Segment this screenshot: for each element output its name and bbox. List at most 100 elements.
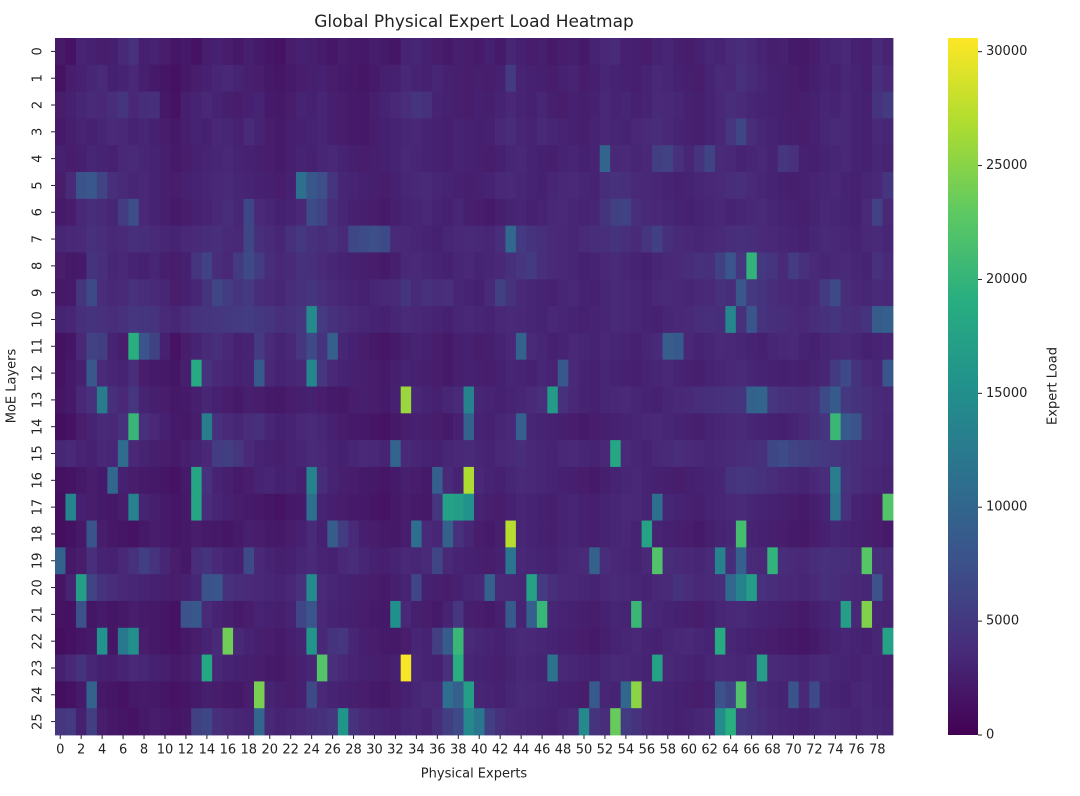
heatmap-cell [515,306,527,334]
y-axis-label: MoE Layers [5,349,20,424]
heatmap-cell [819,627,831,655]
heatmap-cell [285,332,297,361]
heatmap-cell [411,574,423,602]
heatmap-cell [683,332,695,361]
heatmap-cell [453,493,464,521]
heatmap-cell [861,252,873,280]
heatmap-cell [578,38,590,66]
heatmap-cell [840,198,852,227]
heatmap-cell [526,466,538,495]
heatmap-cell [55,306,66,334]
heatmap-cell [494,145,506,173]
heatmap-cell [463,332,475,361]
heatmap-cell [662,38,674,66]
heatmap-cell [75,225,87,253]
heatmap-cell [704,38,716,66]
heatmap-cell [547,681,559,709]
heatmap-cell [809,708,821,736]
heatmap-cell [494,520,506,548]
heatmap-cell [432,520,443,548]
heatmap-cell [819,386,831,414]
heatmap-cell [515,172,527,200]
heatmap-cell [819,600,831,629]
heatmap-cell [557,547,569,575]
heatmap-cell [306,386,318,414]
heatmap-cell [442,64,454,93]
heatmap-cell [337,252,349,280]
heatmap-cell [484,252,496,280]
heatmap-cell [735,118,747,146]
heatmap-cell [337,413,349,441]
heatmap-cell [86,493,98,521]
heatmap-cell [515,332,527,361]
heatmap-cell [767,91,779,119]
heatmap-cell [515,386,527,414]
heatmap-cell [233,91,244,119]
heatmap-cell [851,306,862,334]
heatmap-cell [526,708,538,736]
heatmap-cell [274,493,286,521]
heatmap-cell [243,306,255,334]
heatmap-cell [170,306,182,334]
heatmap-cell [191,359,203,387]
heatmap-cell [798,225,810,253]
heatmap-cell [693,252,705,280]
heatmap-cell [526,332,538,361]
heatmap-cell [589,359,601,387]
heatmap-cell [798,172,810,200]
heatmap-cell [138,547,150,575]
heatmap-cell [285,681,297,709]
heatmap-cell [316,574,328,602]
heatmap-cell [348,225,360,253]
x-tick-label: 42 [492,743,509,758]
heatmap-cell [714,600,726,629]
heatmap-cell [526,225,538,253]
heatmap-cell [620,198,632,227]
heatmap-cell [327,440,339,468]
heatmap-cell [369,38,381,66]
heatmap-cell [421,413,433,441]
heatmap-cell [233,252,244,280]
heatmap-cell [274,440,286,468]
heatmap-cell [379,493,391,521]
heatmap-cell [442,493,454,521]
heatmap-cell [474,198,485,227]
heatmap-cell [536,38,548,66]
heatmap-cell [170,118,182,146]
y-tick-label: 10 [31,311,46,328]
heatmap-cell [830,332,842,361]
heatmap-cell [683,118,695,146]
heatmap-cell [453,118,464,146]
heatmap-cell [568,708,580,736]
heatmap-cell [442,332,454,361]
heatmap-cell [714,64,726,93]
heatmap-cell [610,708,622,736]
heatmap-cell [494,279,506,307]
heatmap-cell [138,225,150,253]
heatmap-cell [683,520,695,548]
heatmap-cell [264,64,276,93]
heatmap-cell [400,279,412,307]
heatmap-cell [484,38,496,66]
heatmap-cell [515,252,527,280]
heatmap-cell [264,654,276,682]
heatmap-cell [683,413,695,441]
heatmap-cell [358,654,370,682]
heatmap-cell [358,118,370,146]
heatmap-cell [212,279,223,307]
heatmap-cell [411,520,423,548]
heatmap-cell [201,547,213,575]
heatmap-cell [128,145,140,173]
heatmap-cell [714,413,726,441]
heatmap-cell [170,332,182,361]
heatmap-cell [55,493,66,521]
heatmap-cell [379,413,391,441]
heatmap-cell [620,654,632,682]
heatmap-cell [442,91,454,119]
heatmap-cell [788,332,800,361]
heatmap-cell [254,172,265,200]
heatmap-cell [96,654,108,682]
heatmap-cell [191,681,203,709]
heatmap-cell [505,118,517,146]
